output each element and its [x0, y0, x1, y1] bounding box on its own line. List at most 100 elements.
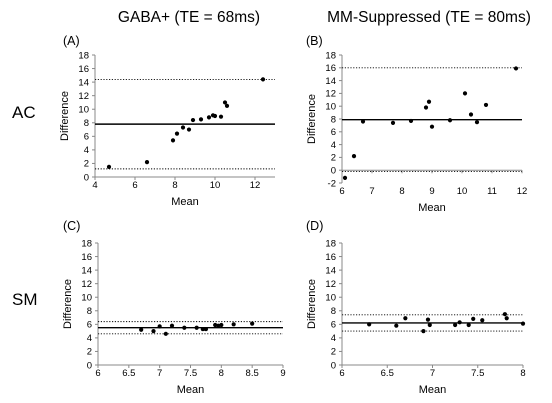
y-tick-label: 16: [78, 64, 89, 75]
data-point: [163, 331, 168, 336]
data-point: [483, 102, 489, 108]
data-point: [520, 321, 526, 326]
data-point: [423, 105, 429, 110]
data-point: [394, 323, 399, 328]
y-tick-label: 18: [78, 50, 89, 61]
x-axis-title: Mean: [419, 384, 447, 396]
data-point: [224, 103, 230, 108]
y-tick-label: 2: [331, 347, 336, 358]
x-tick-label: 11: [487, 186, 497, 197]
data-point: [403, 316, 408, 321]
data-point: [429, 124, 435, 129]
x-tick-label: 8: [172, 180, 177, 191]
y-tick-label: 6: [331, 127, 336, 138]
x-tick-label: 12: [250, 180, 261, 191]
y-tick-label: 8: [331, 114, 336, 125]
x-tick-label: 7.5: [471, 368, 484, 379]
panel-letter: (C): [63, 219, 80, 233]
data-point: [186, 127, 192, 132]
y-tick-label: 4: [331, 333, 336, 344]
panel-letter: (A): [63, 34, 80, 48]
x-tick-label: 6: [339, 186, 344, 197]
data-point: [421, 329, 426, 334]
x-tick-label: 10: [457, 186, 468, 197]
data-point: [425, 317, 431, 322]
data-point: [513, 66, 519, 71]
y-tick-label: 16: [325, 63, 336, 74]
x-tick-label: 7: [157, 368, 162, 379]
x-tick-label: 8: [520, 368, 525, 379]
x-tick-label: 7: [430, 368, 435, 379]
data-point: [151, 329, 156, 334]
data-point: [457, 320, 462, 325]
data-point: [157, 324, 162, 329]
data-point: [169, 323, 175, 328]
x-tick-label: 6.5: [381, 368, 394, 379]
y-tick-label: 18: [325, 50, 336, 61]
data-point: [342, 175, 348, 180]
data-point: [351, 154, 357, 159]
data-point: [474, 120, 480, 125]
y-axis-title: Difference: [306, 279, 318, 329]
y-tick-label: 2: [84, 159, 89, 170]
y-tick-label: 18: [325, 238, 336, 249]
data-point: [219, 322, 224, 328]
data-point: [360, 119, 366, 124]
y-tick-label: 0: [84, 172, 89, 183]
x-axis-title: Mean: [171, 196, 199, 208]
data-point: [408, 118, 414, 124]
data-point: [390, 120, 396, 125]
y-tick-label: 2: [87, 347, 92, 358]
data-point: [250, 321, 255, 326]
x-tick-label: 8: [219, 368, 224, 379]
data-point: [180, 125, 186, 130]
x-tick-label: 7.5: [184, 368, 197, 379]
data-point: [190, 117, 196, 123]
y-tick-label: 18: [81, 238, 92, 249]
data-point: [468, 112, 474, 117]
data-point: [471, 316, 476, 322]
x-tick-label: 8.5: [246, 368, 259, 379]
x-tick-label: 12: [517, 186, 528, 197]
data-point: [170, 138, 176, 143]
x-tick-label: 9: [280, 368, 285, 379]
y-tick-label: 0: [87, 360, 92, 371]
y-tick-label: 10: [325, 293, 336, 304]
data-point: [139, 327, 144, 332]
column-title-mm-suppressed: MM-Suppressed (TE = 80ms): [327, 9, 531, 26]
y-tick-label: 8: [87, 306, 92, 317]
y-tick-label: 12: [78, 91, 89, 102]
data-point: [504, 316, 509, 321]
y-tick-label: 10: [81, 293, 92, 304]
x-axis-title: Mean: [418, 202, 446, 214]
data-point: [212, 113, 218, 119]
y-axis-title: Difference: [306, 94, 318, 144]
data-point: [222, 100, 228, 105]
y-tick-label: 0: [331, 360, 336, 371]
y-tick-label: 6: [331, 320, 336, 331]
data-point: [426, 99, 432, 104]
data-point: [462, 91, 468, 96]
data-point: [198, 117, 204, 122]
x-tick-label: 8: [399, 186, 404, 197]
y-axis-title: Difference: [62, 279, 74, 329]
row-label-ac: AC: [12, 103, 36, 122]
y-tick-label: -2: [328, 178, 336, 189]
chart-panel: (D) 0 2 4 6 8 10 12 14 16 18 6 6.5 7 7.5 8 Mean Differenc…: [306, 219, 526, 396]
data-point: [218, 114, 224, 119]
y-tick-label: 4: [331, 140, 336, 151]
data-point: [260, 77, 266, 82]
data-point: [466, 322, 471, 328]
x-tick-label: 6: [339, 368, 344, 379]
y-tick-label: 12: [325, 279, 336, 290]
x-tick-label: 4: [92, 180, 97, 191]
data-point: [174, 131, 180, 136]
y-tick-label: 16: [325, 252, 336, 263]
y-tick-label: 12: [81, 279, 92, 290]
y-tick-label: 4: [84, 145, 89, 156]
x-tick-label: 7: [369, 186, 374, 197]
data-point: [206, 115, 212, 120]
y-tick-label: 12: [325, 89, 336, 100]
